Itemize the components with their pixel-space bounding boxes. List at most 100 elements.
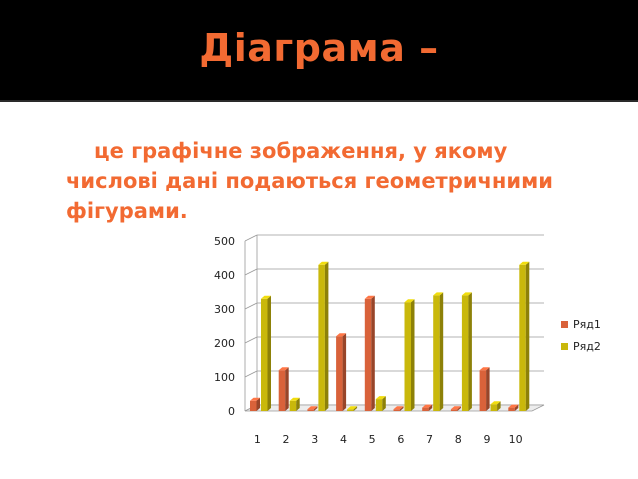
- bar-top: [519, 261, 530, 265]
- bar-side: [296, 397, 300, 411]
- x-tick-label: 10: [509, 433, 523, 446]
- bar-side: [468, 292, 472, 411]
- bar-side: [382, 396, 386, 411]
- bar-side: [497, 401, 501, 411]
- slide-header: [0, 0, 638, 100]
- bar-top: [404, 299, 415, 303]
- subtitle-line-2: числові дані подаються геометричними: [66, 169, 553, 193]
- bar-series-1: [278, 367, 289, 411]
- x-tick-label: 3: [311, 433, 318, 446]
- header-divider: [0, 100, 638, 102]
- bar-series-1: [508, 404, 519, 411]
- bar-top: [450, 406, 461, 410]
- bar-series-2: [375, 396, 386, 411]
- subtitle-line-3: фігурами.: [66, 199, 188, 223]
- bar-side: [525, 261, 530, 411]
- bar-series-1: [422, 404, 433, 411]
- bar-top: [336, 333, 347, 337]
- legend-swatch: [561, 343, 568, 350]
- y-tick-label: 400: [214, 269, 235, 282]
- bar-top: [364, 295, 375, 299]
- bar-top: [289, 397, 300, 401]
- slide-subtitle: це графічне зображення, у якому числові …: [66, 136, 586, 226]
- bar: [261, 298, 268, 411]
- bar: [450, 409, 458, 411]
- bar-side: [486, 367, 490, 411]
- bar: [404, 302, 411, 411]
- bar-side: [400, 406, 404, 411]
- bar: [318, 264, 325, 411]
- bar-side: [457, 406, 461, 411]
- bar-series-1: [307, 406, 318, 411]
- y-tick-label: 300: [214, 303, 235, 316]
- bar-series-1: [336, 333, 347, 411]
- bar: [508, 407, 515, 411]
- subtitle-line-1: це графічне зображення, у якому: [94, 139, 508, 163]
- bar-top: [318, 261, 329, 265]
- bar: [490, 404, 498, 411]
- x-tick-label: 6: [397, 433, 404, 446]
- bar: [479, 370, 487, 411]
- bar-series-2: [519, 261, 530, 411]
- bar: [433, 295, 440, 411]
- bar-top: [508, 404, 519, 408]
- gridline-side: [244, 234, 258, 242]
- x-tick-label: 2: [283, 433, 290, 446]
- bar-top: [479, 367, 490, 371]
- legend-label: Ряд1: [573, 318, 601, 331]
- x-tick-label: 7: [426, 433, 433, 446]
- bar-chart: 0 100 200 300 400 500 1 2 3 4 5 6 7 8 9 10 Ряд1 Ряд2: [214, 234, 601, 446]
- bar-series-2: [318, 261, 329, 411]
- bar-top: [433, 292, 444, 296]
- bar-series-2: [433, 292, 444, 411]
- legend-swatch: [561, 321, 568, 328]
- bar-side: [439, 292, 444, 411]
- bar: [347, 409, 354, 411]
- bar-side: [285, 367, 289, 411]
- bar: [422, 407, 429, 411]
- bar-side: [342, 333, 347, 411]
- bar-top: [307, 406, 318, 410]
- bar-top: [250, 397, 260, 401]
- y-tick-label: 0: [228, 405, 235, 418]
- bar-top: [261, 295, 271, 299]
- bar: [364, 298, 372, 411]
- bar-side: [411, 299, 415, 411]
- bar: [461, 295, 469, 411]
- bar-top: [393, 406, 404, 410]
- bar-series-2: [404, 299, 415, 411]
- bar-series-2: [461, 292, 472, 411]
- bar-top: [278, 367, 289, 371]
- bar-series-1: [479, 367, 490, 411]
- bar: [307, 409, 314, 411]
- bar: [519, 264, 526, 411]
- bar-side: [428, 404, 433, 411]
- slide-title: Діаграма –: [199, 26, 439, 70]
- gridline-side: [244, 370, 258, 378]
- bar-side: [256, 397, 260, 411]
- bar-top: [461, 292, 472, 296]
- bar: [393, 409, 400, 411]
- bar-top: [375, 396, 386, 400]
- bar-series-2: [289, 397, 300, 411]
- x-tick-label: 9: [483, 433, 490, 446]
- bar-side: [324, 261, 329, 411]
- y-tick-label: 100: [214, 371, 235, 384]
- bar: [336, 336, 343, 411]
- legend-label: Ряд2: [573, 340, 601, 353]
- bar-side: [267, 295, 271, 411]
- bar-series-2: [490, 401, 501, 411]
- bar-series-1: [250, 397, 260, 411]
- bar-top: [422, 404, 433, 408]
- y-tick-label: 500: [214, 235, 235, 248]
- x-tick-label: 5: [369, 433, 376, 446]
- x-tick-label: 4: [340, 433, 347, 446]
- bar-side: [371, 295, 375, 411]
- bar-series-2: [347, 406, 358, 411]
- x-tick-label: 8: [455, 433, 462, 446]
- bar: [375, 399, 383, 411]
- x-tick-label: 1: [254, 433, 261, 446]
- bar: [250, 400, 257, 411]
- bar-top: [490, 401, 501, 405]
- bar-side: [353, 406, 358, 411]
